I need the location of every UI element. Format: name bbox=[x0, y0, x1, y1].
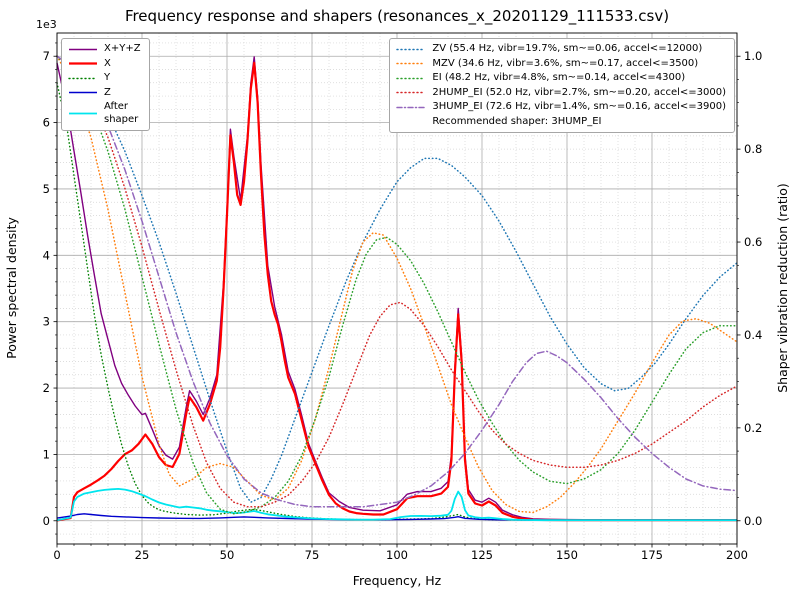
y-right-tick-label: 0.8 bbox=[744, 142, 762, 156]
y-right-tick-label: 1.0 bbox=[744, 49, 762, 63]
legend-psd: X+Y+Z X Y Z After shaper bbox=[61, 38, 150, 131]
legend-label: X bbox=[104, 57, 111, 69]
legend-shapers: ZV (55.4 Hz, vibr=19.7%, sm~=0.06, accel… bbox=[389, 38, 735, 133]
recommended-shaper-note: Recommended shaper: 3HUMP_EI bbox=[432, 115, 602, 127]
legend-entry: EI (48.2 Hz, vibr=4.8%, sm~=0.14, accel<… bbox=[396, 72, 726, 85]
y-left-tick-label: 6 bbox=[43, 116, 50, 130]
legend-line-sample bbox=[69, 62, 97, 65]
legend-entry: 3HUMP_EI (72.6 Hz, vibr=1.4%, sm~=0.16, … bbox=[396, 101, 726, 114]
legend-line-sample bbox=[396, 77, 427, 79]
x-axis-label: Frequency, Hz bbox=[353, 573, 442, 588]
x-tick-label: 25 bbox=[135, 548, 150, 562]
legend-line-sample bbox=[69, 112, 97, 115]
y-left-tick-label: 3 bbox=[43, 315, 50, 329]
series-z bbox=[56, 513, 737, 521]
legend-label: Z bbox=[104, 86, 111, 98]
y-left-tick-label: 1 bbox=[43, 447, 50, 461]
y-left-tick-label: 2 bbox=[43, 381, 50, 395]
series-after-shaper bbox=[56, 487, 737, 522]
y-left-tick-label: 5 bbox=[43, 182, 50, 196]
legend-label: EI (48.2 Hz, vibr=4.8%, sm~=0.14, accel<… bbox=[432, 72, 686, 83]
y-right-tick-label: 0.2 bbox=[744, 421, 762, 435]
y-left-tick-label: 7 bbox=[43, 49, 50, 63]
y-left-axis-label: Power spectral density bbox=[4, 217, 19, 359]
legend-line-sample bbox=[396, 63, 427, 65]
chart-title: Frequency response and shapers (resonanc… bbox=[125, 7, 669, 26]
legend-line-sample bbox=[69, 92, 97, 94]
legend-entry: X bbox=[68, 58, 141, 71]
series-zv bbox=[56, 55, 738, 503]
legend-line-sample bbox=[69, 48, 97, 50]
chart-generated-content: 0 25 50 75 100 125 150 175 200 0 1 2 3 4 5 6 7 0.0 0.2 0.4 0… bbox=[43, 32, 762, 562]
x-tick-label: 200 bbox=[726, 548, 748, 562]
legend-entry: 2HUMP_EI (52.0 Hz, vibr=2.7%, sm~=0.20, … bbox=[396, 87, 726, 100]
legend-entry: Z bbox=[68, 87, 141, 100]
legend-entry: Y bbox=[68, 72, 141, 85]
x-tick-label: 50 bbox=[220, 548, 235, 562]
legend-label: X+Y+Z bbox=[104, 43, 141, 54]
y-right-tick-label: 0.6 bbox=[744, 235, 762, 249]
x-tick-label: 75 bbox=[305, 548, 320, 562]
y-axis-offset-text: 1e3 bbox=[36, 18, 57, 31]
legend-note-row: Recommended shaper: 3HUMP_EI bbox=[396, 116, 726, 129]
legend-entry: X+Y+Z bbox=[68, 43, 141, 56]
x-tick-label: 0 bbox=[53, 548, 60, 562]
legend-label: 2HUMP_EI (52.0 Hz, vibr=2.7%, sm~=0.20, … bbox=[432, 86, 726, 98]
y-right-axis-label: Shaper vibration reduction (ratio) bbox=[775, 183, 790, 393]
y-left-tick-label: 0 bbox=[43, 514, 50, 528]
legend-label: 3HUMP_EI (72.6 Hz, vibr=1.4%, sm~=0.16, … bbox=[432, 101, 726, 112]
legend-label: Y bbox=[104, 72, 111, 83]
legend-line-sample bbox=[396, 48, 427, 50]
legend-line-sample bbox=[396, 106, 427, 108]
y-right-tick-label: 0.4 bbox=[744, 328, 762, 342]
x-tick-label: 100 bbox=[386, 548, 408, 562]
legend-entry: MZV (34.6 Hz, vibr=3.6%, sm~=0.17, accel… bbox=[396, 58, 726, 71]
series-ei bbox=[56, 55, 738, 515]
series-mzv bbox=[56, 55, 738, 514]
legend-line-sample bbox=[68, 77, 98, 79]
legend-label: After shaper bbox=[104, 101, 139, 125]
y-right-tick-label: 0.0 bbox=[744, 514, 762, 528]
legend-entry: After shaper bbox=[68, 101, 141, 126]
series-2hump_ei bbox=[56, 55, 738, 508]
series-x+y+z bbox=[56, 56, 737, 521]
legend-entry: ZV (55.4 Hz, vibr=19.7%, sm~=0.06, accel… bbox=[396, 43, 726, 56]
x-tick-label: 125 bbox=[471, 548, 493, 562]
legend-label: MZV (34.6 Hz, vibr=3.6%, sm~=0.17, accel… bbox=[432, 57, 699, 69]
legend-line-sample bbox=[396, 92, 427, 94]
x-tick-label: 175 bbox=[641, 548, 663, 562]
series-3hump_ei bbox=[56, 55, 738, 508]
y-left-tick-label: 4 bbox=[43, 248, 50, 262]
series-x bbox=[56, 61, 737, 522]
legend-label: ZV (55.4 Hz, vibr=19.7%, sm~=0.06, accel… bbox=[432, 43, 703, 54]
x-tick-label: 150 bbox=[556, 548, 578, 562]
series-y bbox=[56, 82, 738, 521]
